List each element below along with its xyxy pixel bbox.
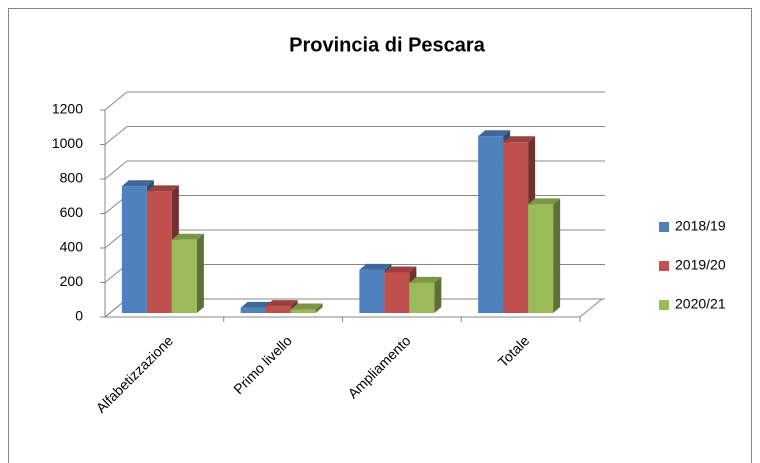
y-tick-label: 800 <box>60 170 84 186</box>
grid-line <box>104 126 605 145</box>
legend-swatch <box>659 261 669 271</box>
bar-top <box>290 303 323 310</box>
bar-side <box>553 198 561 313</box>
bar-side <box>196 233 204 313</box>
bar-top <box>240 301 273 308</box>
bar-3d <box>409 276 442 313</box>
y-tick-label: 600 <box>60 204 84 220</box>
y-tick-label: 400 <box>60 239 84 255</box>
bar <box>478 136 504 313</box>
legend-label: 2020/21 <box>675 296 726 312</box>
grid-line <box>104 91 605 111</box>
legend-swatch <box>659 222 669 232</box>
bar <box>528 204 554 313</box>
bar <box>171 239 197 313</box>
bar-top <box>384 266 417 273</box>
bar-top <box>359 263 392 270</box>
bar <box>240 307 266 313</box>
bar-top <box>409 276 442 283</box>
bar <box>290 309 316 313</box>
bar-3d <box>171 233 204 313</box>
bar-top <box>121 180 154 187</box>
bar-top <box>146 185 179 192</box>
bar <box>359 269 385 313</box>
bar-3d <box>528 198 561 313</box>
grid-line <box>104 160 605 180</box>
bar-top <box>171 233 204 240</box>
bar <box>121 186 147 313</box>
legend-swatch <box>659 300 669 310</box>
bar <box>409 282 435 313</box>
bar-side <box>315 303 323 313</box>
bar <box>384 272 410 313</box>
legend-label: 2019/20 <box>675 257 726 273</box>
y-tick-label: 1200 <box>52 101 83 117</box>
chart-title: Provincia di Pescara <box>289 34 486 56</box>
bar-top <box>528 198 561 205</box>
bar-3d <box>290 303 323 313</box>
bar-top <box>265 300 298 307</box>
bar-side <box>434 276 442 313</box>
bar <box>265 306 291 313</box>
bar-top <box>503 136 536 143</box>
y-tick-label: 1000 <box>52 135 83 151</box>
bar <box>146 191 172 313</box>
bar <box>503 142 529 313</box>
bar-top <box>478 130 511 137</box>
y-tick-label: 0 <box>75 308 83 324</box>
y-tick-label: 200 <box>60 273 84 289</box>
legend-label: 2018/19 <box>675 218 726 234</box>
